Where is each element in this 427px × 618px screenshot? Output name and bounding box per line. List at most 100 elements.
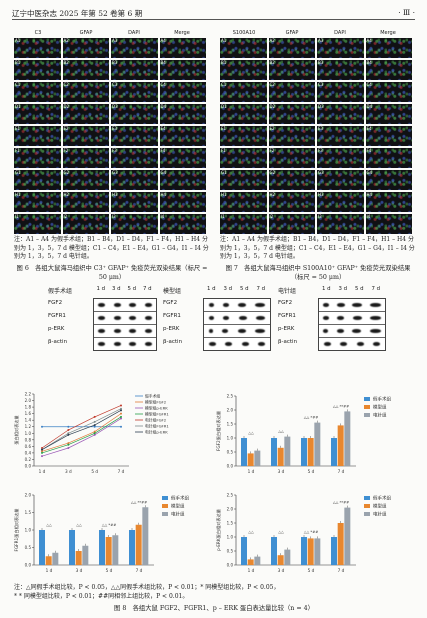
y-tick-label: 0.5 (25, 545, 32, 550)
panel-label: D3 (112, 104, 118, 109)
panel-label: I2 (269, 214, 274, 219)
band-row (204, 299, 270, 312)
legend-label: 模型组FGFR1 (145, 412, 169, 417)
y-tick-label: 1.4 (25, 418, 32, 423)
fluorescence-image: I1 (14, 214, 61, 234)
fluorescence-image: H1 (14, 192, 61, 212)
bar (112, 535, 119, 565)
legend-label: 电针组FGF2 (145, 418, 167, 423)
x-tick-label: 7 d (118, 469, 125, 474)
data-point (120, 404, 122, 407)
bar (241, 537, 247, 565)
panel-label: F4 (366, 148, 372, 153)
y-tick-label: 0.5 (227, 450, 234, 455)
significance-annotation: △△ *## (102, 523, 117, 527)
x-tick-label: 3 d (278, 568, 285, 573)
fluorescence-image: B4 (159, 60, 206, 80)
panel-label: B2 (269, 60, 275, 65)
series-line (41, 408, 122, 450)
protein-label: FGF2 (163, 300, 178, 306)
fig8-caption: 图 8 各组大鼠 FGF2、FGFR1、p – ERK 蛋白表达量比较（n = … (114, 605, 314, 612)
fluorescence-image: E1 (14, 126, 61, 146)
day-label: 5 d (239, 286, 249, 292)
figure-7: S100A10 GFAP DAPI Merge A1 A2 A3 A4 B1 B2 B3 B4… (220, 30, 412, 234)
y-axis-label: 蛋白相对表达量 (13, 415, 20, 444)
data-point (93, 425, 96, 428)
panel-label: A2 (63, 38, 69, 43)
day-label: 5 d (127, 286, 137, 292)
fluorescence-image: G3 (111, 170, 158, 190)
bar (277, 555, 284, 565)
panel-label: F1 (221, 148, 226, 153)
bar (254, 556, 261, 565)
panel-label: C4 (160, 82, 166, 87)
significance-annotation: △△ (278, 430, 284, 434)
series-line (41, 413, 122, 452)
fluorescence-image: A4 (159, 38, 206, 58)
bar (247, 453, 254, 466)
data-point (120, 417, 122, 420)
data-point (120, 425, 122, 428)
fig7-col-s100a10: S100A10 (232, 30, 256, 36)
fluorescence-image: A4 (365, 38, 412, 58)
blot-ea-bands (318, 298, 386, 351)
y-tick-label: 0.0 (227, 563, 234, 568)
data-point (67, 442, 70, 445)
fig6-col-merge: Merge (174, 30, 190, 36)
day-label: 1 d (96, 286, 106, 292)
day-label: 7 d (256, 286, 266, 292)
panel-label: B2 (63, 60, 69, 65)
data-point (93, 415, 96, 418)
x-tick-label: 3 d (278, 469, 285, 474)
legend-swatch (364, 496, 370, 500)
bar (52, 552, 59, 565)
bar (241, 438, 247, 466)
band-row (94, 325, 156, 338)
data-point (41, 451, 43, 454)
bar (277, 447, 284, 466)
band-row (204, 338, 270, 350)
panel-label: H3 (318, 192, 324, 197)
x-tick-label: 1 d (46, 568, 53, 573)
fluorescence-image: F3 (111, 148, 158, 168)
panel-label: B4 (366, 60, 372, 65)
fig6-caption: 图 6 各组大鼠海马组织中 C3⁺ GFAP⁺ 免疫荧光双染结果（标尺 = 50… (16, 265, 208, 281)
fluorescence-image: F4 (365, 148, 412, 168)
band-row (94, 299, 156, 312)
significance-annotation: △△ *## (304, 416, 319, 420)
fluorescence-image: C4 (365, 82, 412, 102)
day-label: 5 d (354, 286, 364, 292)
bar (337, 425, 344, 466)
significance-annotation: △△ **## (333, 501, 349, 505)
fluorescence-image: D4 (365, 104, 412, 124)
legend-label: 电针组p-ERK (145, 430, 168, 435)
fluorescence-image: A3 (317, 38, 364, 58)
band-row (319, 325, 385, 338)
x-tick-label: 1 d (248, 469, 255, 474)
blot-model-labels: FGF2 FGFR1 p-ERK β-actin (163, 300, 201, 352)
fluorescence-image: I1 (220, 214, 267, 234)
fluorescence-image: F2 (268, 148, 315, 168)
panel-label: B3 (318, 60, 324, 65)
series-line (41, 410, 122, 450)
y-tick-label: 2.0 (227, 408, 234, 413)
day-label: 3 d (223, 286, 233, 292)
bar (331, 438, 337, 466)
fluorescence-image: B3 (317, 60, 364, 80)
data-point (41, 447, 43, 449)
fig7-col-merge: Merge (380, 30, 396, 36)
legend-label: 电针组 (171, 511, 185, 518)
fluorescence-image: D3 (111, 104, 158, 124)
bar (45, 556, 52, 565)
day-label: 3 d (111, 286, 121, 292)
bar (307, 538, 314, 565)
bar (271, 537, 277, 565)
protein-label: FGF2 (48, 300, 63, 306)
bar (344, 507, 351, 565)
legend-swatch (364, 397, 370, 401)
protein-label: β-actin (163, 339, 183, 345)
panel-label: G2 (269, 170, 276, 175)
x-tick-label: 7 d (338, 469, 345, 474)
bar (284, 436, 291, 466)
fluorescence-image: F3 (317, 148, 364, 168)
